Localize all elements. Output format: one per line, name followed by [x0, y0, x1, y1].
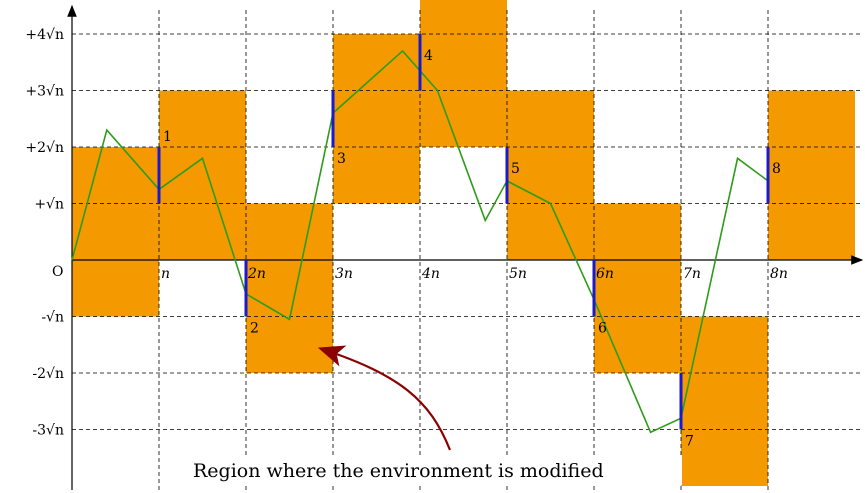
y-tick-label: +√n [34, 197, 64, 213]
y-tick-label: +4√n [25, 27, 64, 43]
region-9 [768, 90, 855, 260]
x-tick-label: 5n [509, 266, 527, 282]
dashed-grid [72, 10, 862, 490]
x-tick-label: 8n [770, 266, 788, 282]
marker-label-5: 5 [511, 161, 520, 177]
x-tick-label: 4n [421, 266, 440, 282]
origin-label: O [52, 264, 63, 280]
marker-label-3: 3 [337, 151, 346, 167]
annotation-text: Region where the environment is modified [193, 460, 604, 482]
x-tick-label: 7n [683, 266, 701, 282]
walk-line [71, 49, 769, 434]
marker-label-8: 8 [772, 161, 781, 177]
segment-markers: 1 2 3 4 5 6 7 8 [157, 34, 781, 450]
region-4 [333, 34, 420, 204]
y-tick-label: +3√n [25, 84, 64, 100]
y-tick-label: -3√n [32, 423, 64, 439]
y-tick-label: +2√n [25, 140, 64, 156]
random-walk [71, 49, 769, 434]
region-6 [507, 90, 594, 260]
region-5 [420, 0, 507, 147]
marker-label-7: 7 [685, 434, 694, 450]
region-1 [72, 147, 159, 317]
y-tick-label: -√n [41, 310, 64, 326]
region-8 [681, 316, 768, 486]
marker-label-6: 6 [598, 321, 607, 337]
region-3 [246, 203, 333, 373]
region-7 [594, 203, 681, 373]
modified-regions [72, 0, 855, 486]
x-tick-label: 3n [335, 266, 353, 282]
annotation-arrow [317, 345, 452, 451]
marker-label-4: 4 [424, 48, 433, 64]
x-tick-label: 6n [596, 266, 614, 282]
axis-labels: O n 2n 3n 4n 5n 6n 7n 8n +√n +2√n +3√n +4√n -√n -2√n -… [25, 27, 788, 439]
annotation-background [190, 455, 682, 485]
x-tick-label: n [161, 266, 170, 282]
y-tick-label: -2√n [32, 366, 64, 382]
marker-label-1: 1 [163, 129, 172, 145]
axes [67, 4, 864, 490]
x-tick-label: 2n [247, 266, 266, 282]
marker-label-2: 2 [250, 321, 259, 337]
region-2 [159, 90, 246, 260]
